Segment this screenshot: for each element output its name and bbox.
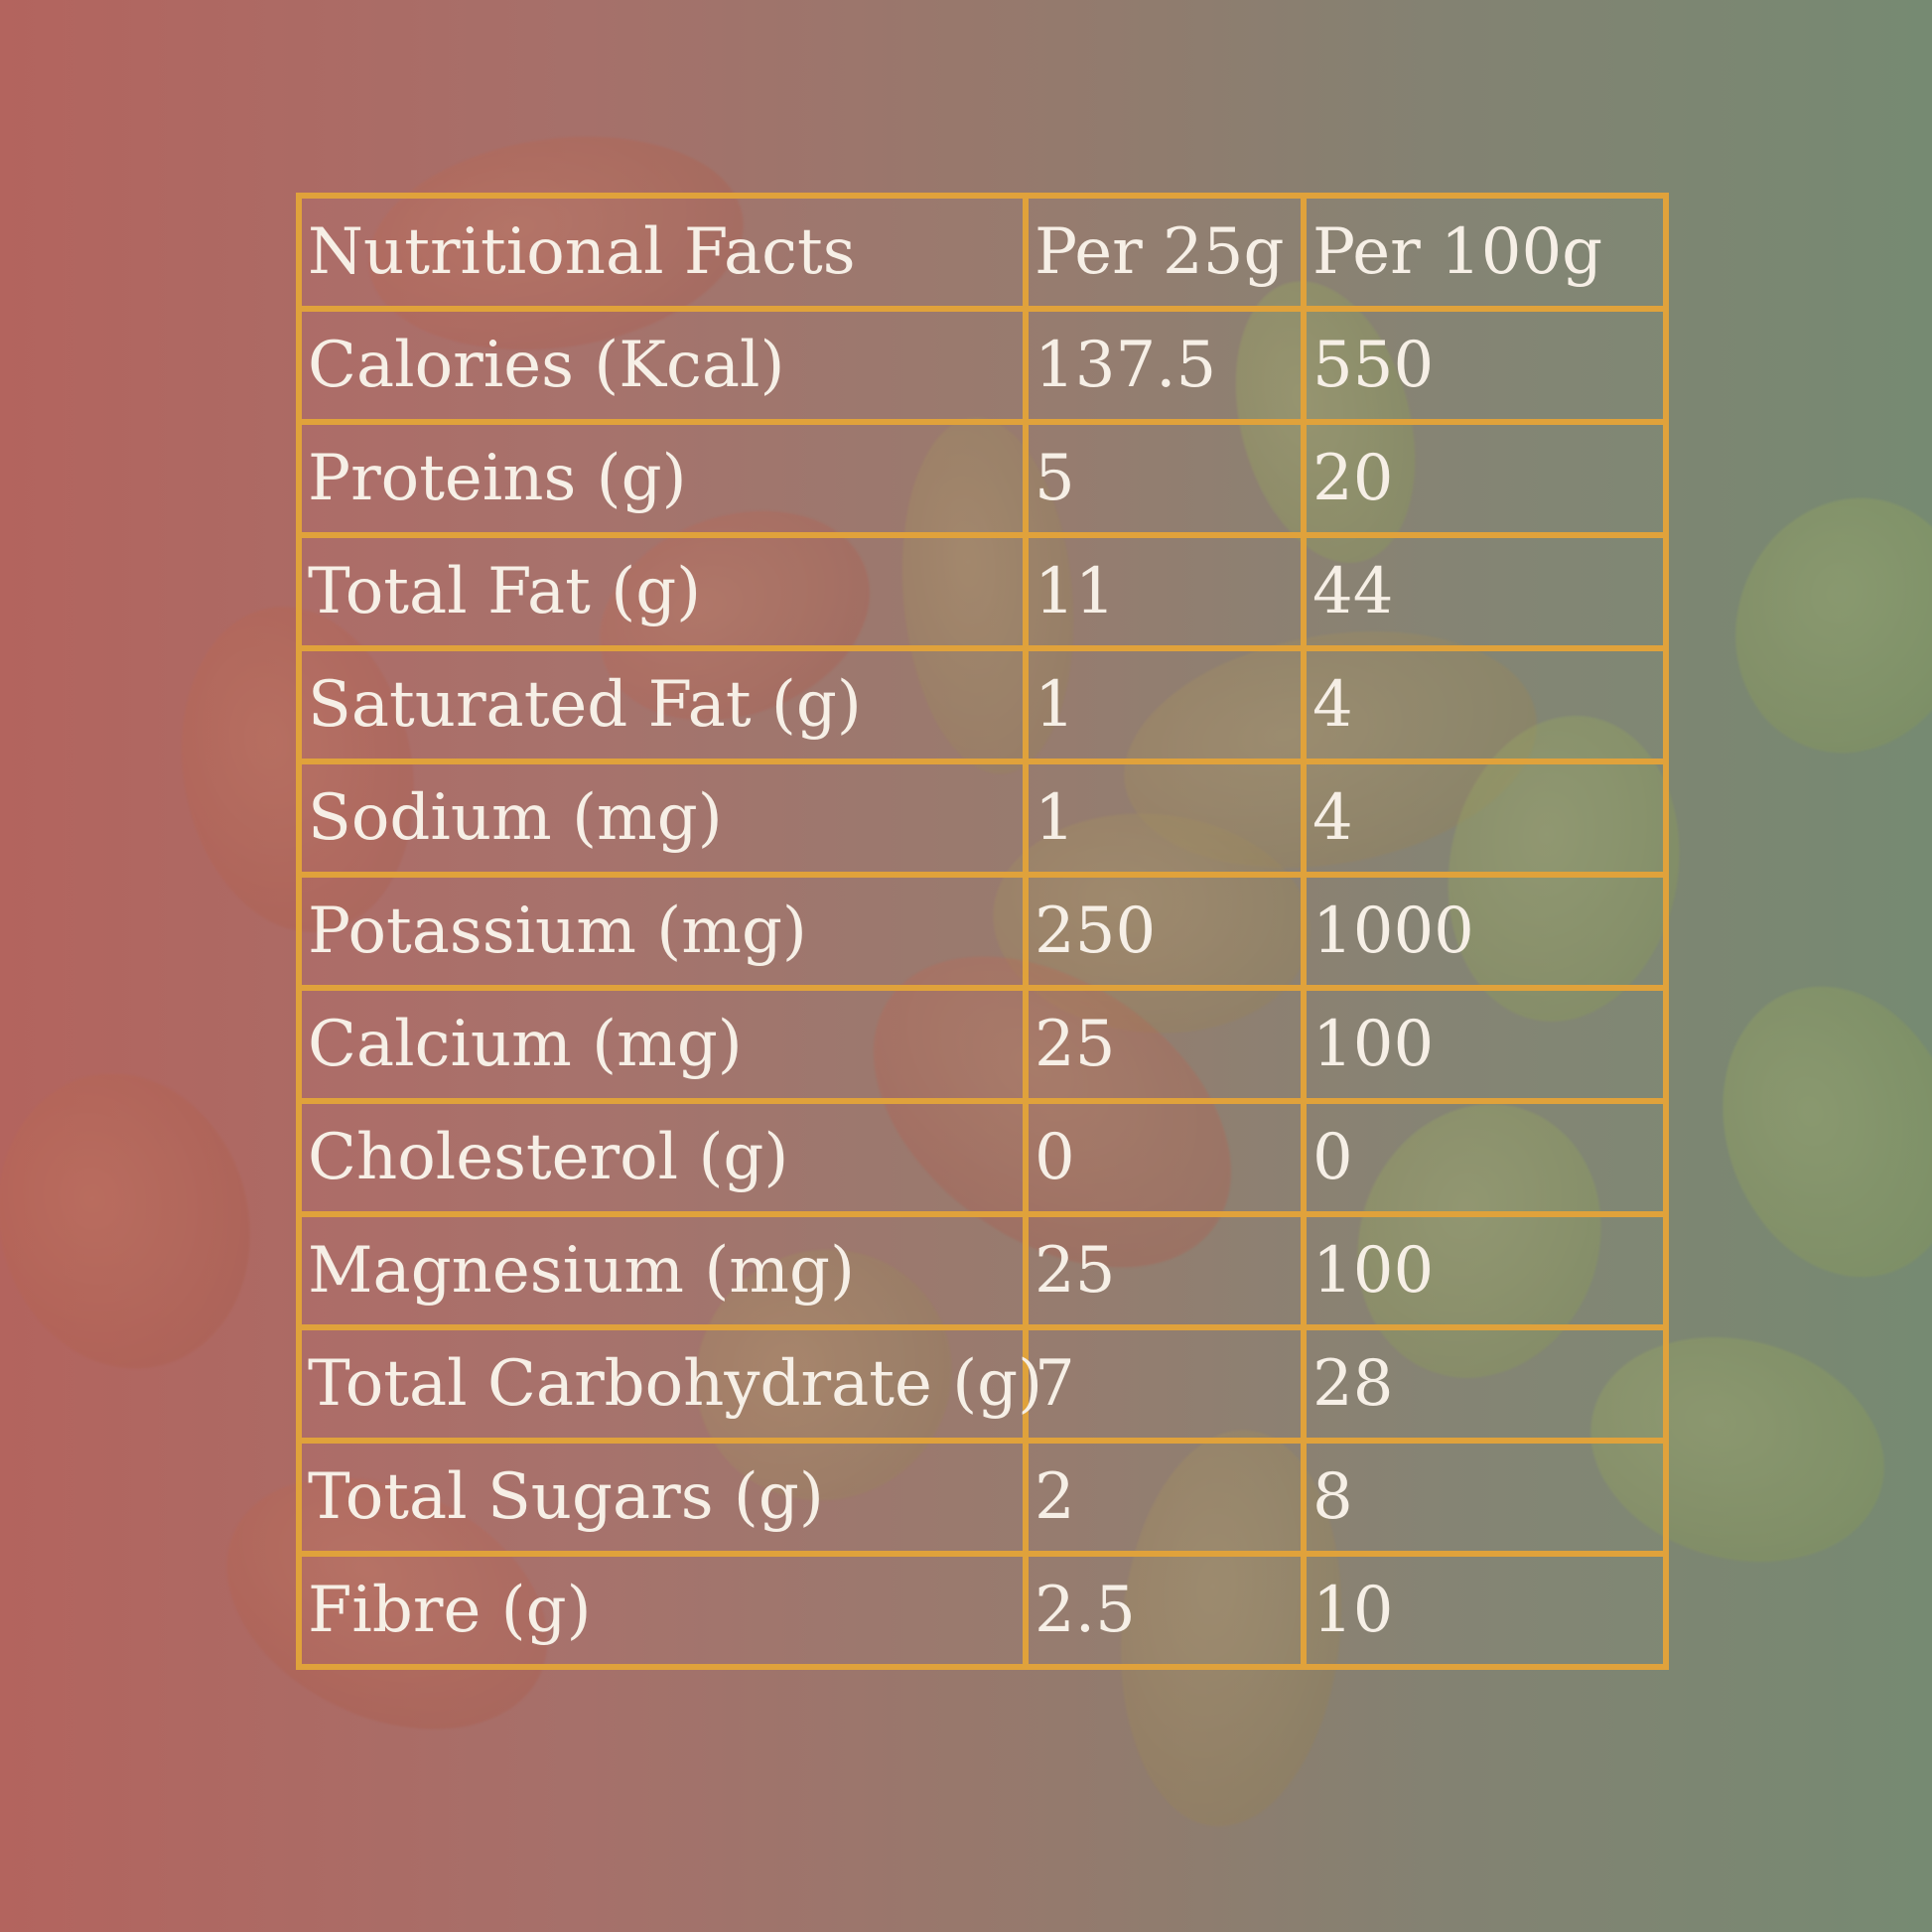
nutrient-name: Saturated Fat (g): [296, 645, 1029, 764]
header-nutritional-facts: Nutritional Facts: [296, 193, 1029, 312]
nutrition-facts-table: Nutritional Facts Per 25g Per 100g Calor…: [296, 193, 1669, 1670]
table-row: Calories (Kcal) 137.5 550: [296, 306, 1669, 425]
value-per-25g: 2: [1023, 1438, 1307, 1557]
table-row: Cholesterol (g) 0 0: [296, 1098, 1669, 1217]
value-per-25g: 2.5: [1023, 1551, 1307, 1670]
value-per-100g: 100: [1301, 985, 1669, 1104]
value-per-100g: 0: [1301, 1098, 1669, 1217]
nutrient-name: Magnesium (mg): [296, 1211, 1029, 1330]
nutrient-name: Potassium (mg): [296, 872, 1029, 991]
table-row: Total Carbohydrate (g) 7 28: [296, 1324, 1669, 1444]
value-per-100g: 10: [1301, 1551, 1669, 1670]
table-row: Sodium (mg) 1 4: [296, 759, 1669, 878]
value-per-100g: 550: [1301, 306, 1669, 425]
value-per-100g: 4: [1301, 759, 1669, 878]
value-per-100g: 44: [1301, 532, 1669, 651]
value-per-100g: 100: [1301, 1211, 1669, 1330]
nutrient-name: Total Fat (g): [296, 532, 1029, 651]
value-per-100g: 20: [1301, 419, 1669, 538]
value-per-100g: 8: [1301, 1438, 1669, 1557]
table-row: Proteins (g) 5 20: [296, 419, 1669, 538]
nutrient-name: Cholesterol (g): [296, 1098, 1029, 1217]
value-per-100g: 28: [1301, 1324, 1669, 1444]
value-per-25g: 137.5: [1023, 306, 1307, 425]
value-per-25g: 7: [1023, 1324, 1307, 1444]
header-per-100g: Per 100g: [1301, 193, 1669, 312]
value-per-25g: 25: [1023, 985, 1307, 1104]
table-row: Total Sugars (g) 2 8: [296, 1438, 1669, 1557]
nutrient-name: Calcium (mg): [296, 985, 1029, 1104]
nutrient-name: Fibre (g): [296, 1551, 1029, 1670]
value-per-25g: 1: [1023, 759, 1307, 878]
value-per-25g: 0: [1023, 1098, 1307, 1217]
table-row: Magnesium (mg) 25 100: [296, 1211, 1669, 1330]
nutrient-name: Calories (Kcal): [296, 306, 1029, 425]
value-per-25g: 250: [1023, 872, 1307, 991]
table-row: Total Fat (g) 11 44: [296, 532, 1669, 651]
value-per-25g: 1: [1023, 645, 1307, 764]
table-header-row: Nutritional Facts Per 25g Per 100g: [296, 193, 1669, 312]
nutrient-name: Proteins (g): [296, 419, 1029, 538]
nutrient-name: Sodium (mg): [296, 759, 1029, 878]
table-row: Calcium (mg) 25 100: [296, 985, 1669, 1104]
nutrient-name: Total Carbohydrate (g): [296, 1324, 1042, 1444]
table-row: Saturated Fat (g) 1 4: [296, 645, 1669, 764]
header-per-25g: Per 25g: [1023, 193, 1307, 312]
nutrient-name: Total Sugars (g): [296, 1438, 1029, 1557]
table-row: Fibre (g) 2.5 10: [296, 1551, 1669, 1670]
value-per-25g: 25: [1023, 1211, 1307, 1330]
value-per-100g: 1000: [1301, 872, 1669, 991]
value-per-100g: 4: [1301, 645, 1669, 764]
table-row: Potassium (mg) 250 1000: [296, 872, 1669, 991]
value-per-25g: 5: [1023, 419, 1307, 538]
value-per-25g: 11: [1023, 532, 1307, 651]
